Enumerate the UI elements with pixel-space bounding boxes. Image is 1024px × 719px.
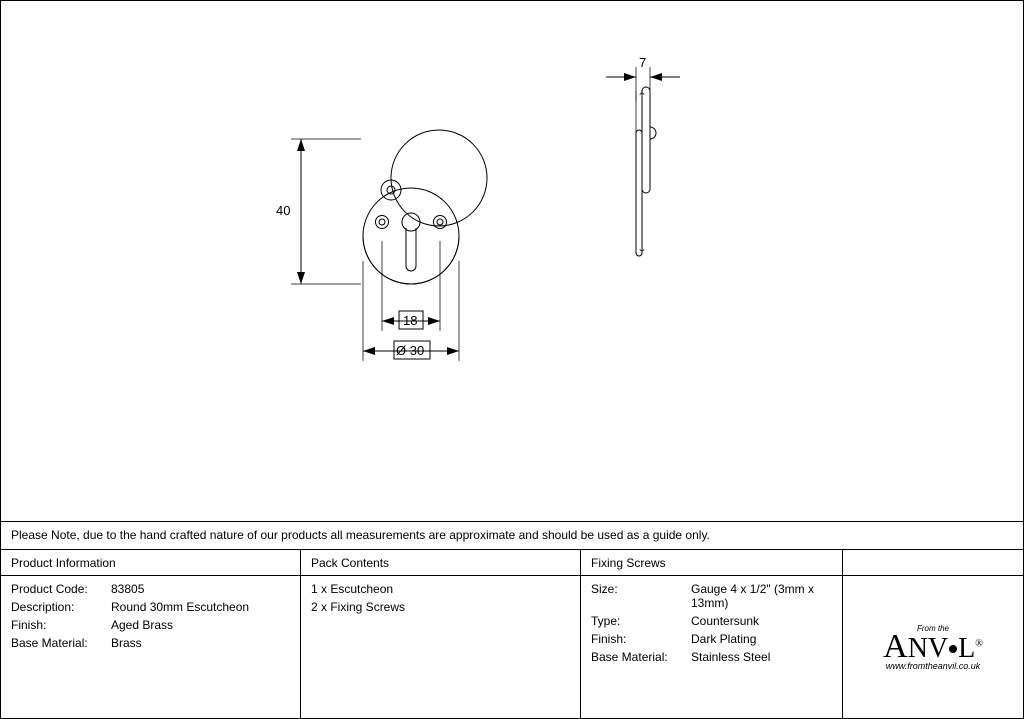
header-row: Product Information Pack Contents Fixing… xyxy=(1,549,1023,575)
keyhole-slot xyxy=(406,228,416,271)
side-view xyxy=(636,87,656,256)
note-row: Please Note, due to the hand crafted nat… xyxy=(1,521,1023,549)
dim-spacing: 18 xyxy=(382,241,440,331)
logo-cell: From the ANVL® www.fromtheanvil.co.uk xyxy=(843,576,1023,719)
value: Countersunk xyxy=(691,614,832,628)
dim-thickness-label: 7 xyxy=(639,55,646,70)
label: Size: xyxy=(591,582,691,610)
label: Type: xyxy=(591,614,691,628)
value: Stainless Steel xyxy=(691,650,832,664)
anvil-logo: From the ANVL® www.fromtheanvil.co.uk xyxy=(883,624,983,670)
header-pack-contents: Pack Contents xyxy=(301,550,581,575)
table-row: Product Code:83805 xyxy=(11,582,290,596)
table-row: Base Material:Brass xyxy=(11,636,290,650)
label: Finish: xyxy=(591,632,691,646)
side-backplate xyxy=(636,130,642,256)
dim-thickness: 7 xyxy=(606,55,680,101)
page-frame: 40 18 Ø 30 xyxy=(0,0,1024,719)
value: Round 30mm Escutcheon xyxy=(111,600,290,614)
dim-height: 40 xyxy=(276,139,361,284)
fixing-screws-cell: Size:Gauge 4 x 1/2" (3mm x 13mm) Type:Co… xyxy=(581,576,843,719)
logo-url-text: www.fromtheanvil.co.uk xyxy=(883,661,983,671)
label: Product Code: xyxy=(11,582,111,596)
label: Base Material: xyxy=(591,650,691,664)
value: Dark Plating xyxy=(691,632,832,646)
side-pivot xyxy=(650,127,656,139)
cover-disc xyxy=(391,130,487,226)
pack-contents-cell: 1 x Escutcheon 2 x Fixing Screws xyxy=(301,576,581,719)
table-row: Description:Round 30mm Escutcheon xyxy=(11,600,290,614)
table-row: Finish:Aged Brass xyxy=(11,618,290,632)
screw-hole-left-inner xyxy=(379,219,385,225)
dim-height-label: 40 xyxy=(276,203,290,218)
product-info-cell: Product Code:83805 Description:Round 30m… xyxy=(1,576,301,719)
header-logo-cell xyxy=(843,550,1023,575)
base-front-arc xyxy=(363,236,459,284)
value: Aged Brass xyxy=(111,618,290,632)
screw-hole-right-inner xyxy=(437,219,443,225)
screw-hole-right xyxy=(434,216,447,229)
table-row: Type:Countersunk xyxy=(591,614,832,628)
side-cover xyxy=(642,87,650,193)
dim-spacing-label: 18 xyxy=(403,313,417,328)
label: Finish: xyxy=(11,618,111,632)
label: Description: xyxy=(11,600,111,614)
table-row: Finish:Dark Plating xyxy=(591,632,832,646)
value: 83805 xyxy=(111,582,290,596)
technical-drawing: 40 18 Ø 30 xyxy=(1,1,1023,521)
info-row: Product Code:83805 Description:Round 30m… xyxy=(1,575,1023,719)
note-text: Please Note, due to the hand crafted nat… xyxy=(11,528,710,542)
value: Brass xyxy=(111,636,290,650)
dim-diameter-label: Ø 30 xyxy=(396,343,424,358)
label: Base Material: xyxy=(11,636,111,650)
list-item: 2 x Fixing Screws xyxy=(311,600,570,614)
keyhole-top xyxy=(402,213,420,231)
screw-hole-left xyxy=(376,216,389,229)
drawing-svg: 40 18 Ø 30 xyxy=(1,1,1024,521)
table-row: Size:Gauge 4 x 1/2" (3mm x 13mm) xyxy=(591,582,832,610)
front-view xyxy=(363,130,487,284)
list-item: 1 x Escutcheon xyxy=(311,582,570,596)
logo-main-text: ANVL® xyxy=(883,633,983,660)
header-product-info: Product Information xyxy=(1,550,301,575)
anvil-dot-icon xyxy=(949,645,957,653)
header-fixing-screws: Fixing Screws xyxy=(581,550,843,575)
value: Gauge 4 x 1/2" (3mm x 13mm) xyxy=(691,582,832,610)
table-row: Base Material:Stainless Steel xyxy=(591,650,832,664)
